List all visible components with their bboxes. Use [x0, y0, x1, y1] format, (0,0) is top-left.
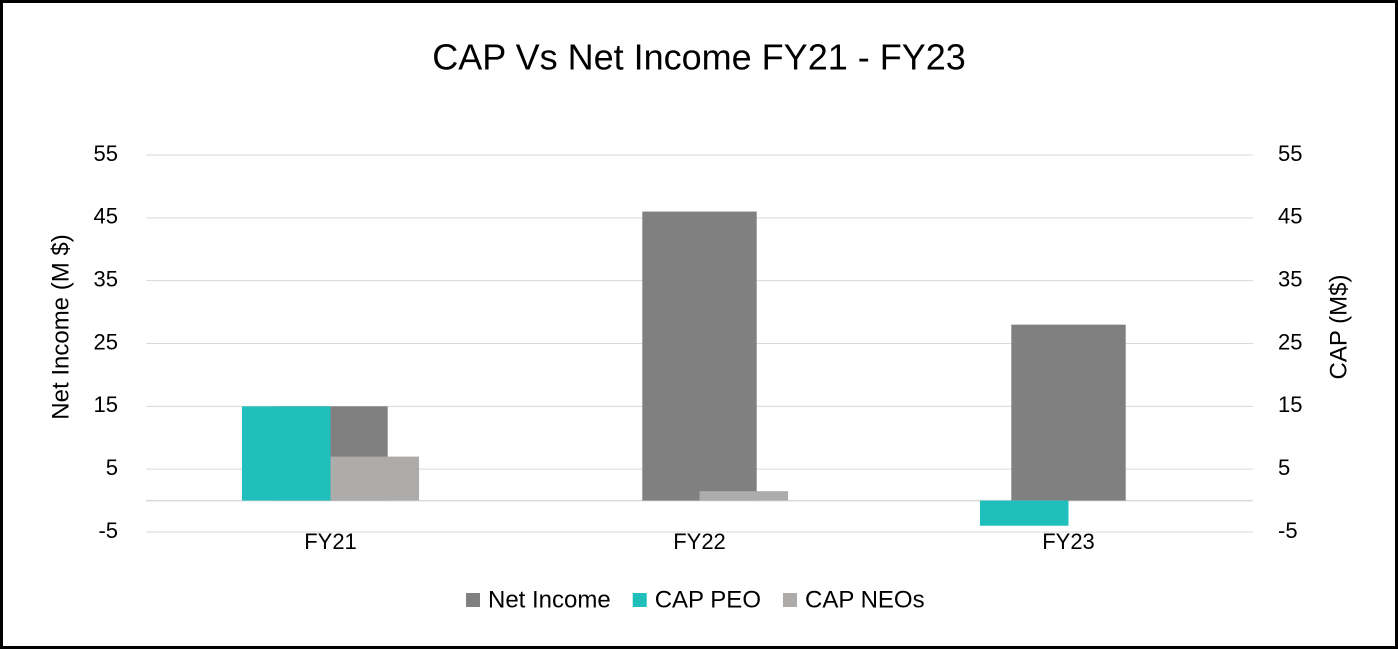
- y2-tick-label: 15: [1278, 392, 1302, 417]
- bar: [330, 456, 420, 501]
- bar: [699, 491, 789, 501]
- y-tick-label: 25: [94, 329, 118, 354]
- y-tick-label: -5: [98, 518, 118, 543]
- chart-title: CAP Vs Net Income FY21 - FY23: [432, 37, 966, 78]
- y2-tick-label: 55: [1278, 141, 1302, 166]
- y-tick-label: 35: [94, 266, 118, 291]
- bar: [1011, 324, 1126, 501]
- legend-label: Net Income: [488, 586, 611, 613]
- y2-tick-label: -5: [1278, 518, 1298, 543]
- x-tick-label: FY21: [304, 529, 357, 554]
- y2-axis-title: CAP (M$): [1325, 275, 1352, 380]
- bar: [642, 211, 757, 501]
- y2-tick-label: 45: [1278, 204, 1302, 229]
- y-tick-label: 55: [94, 141, 118, 166]
- y2-tick-label: 35: [1278, 266, 1302, 291]
- y-tick-label: 15: [94, 392, 118, 417]
- y-tick-label: 5: [106, 455, 118, 480]
- y-axis-title: Net Income (M $): [47, 234, 74, 419]
- y2-tick-label: 25: [1278, 329, 1302, 354]
- x-tick-label: FY22: [673, 529, 726, 554]
- legend-label: CAP PEO: [655, 586, 761, 613]
- legend-swatch: [632, 593, 647, 607]
- y-tick-label: 45: [94, 204, 118, 229]
- x-tick-label: FY23: [1042, 529, 1095, 554]
- legend-label: CAP NEOs: [805, 586, 925, 613]
- legend-swatch: [466, 593, 480, 607]
- y2-tick-label: 5: [1278, 455, 1290, 480]
- legend-swatch: [782, 593, 797, 607]
- bar: [979, 500, 1069, 526]
- bar: [241, 406, 331, 501]
